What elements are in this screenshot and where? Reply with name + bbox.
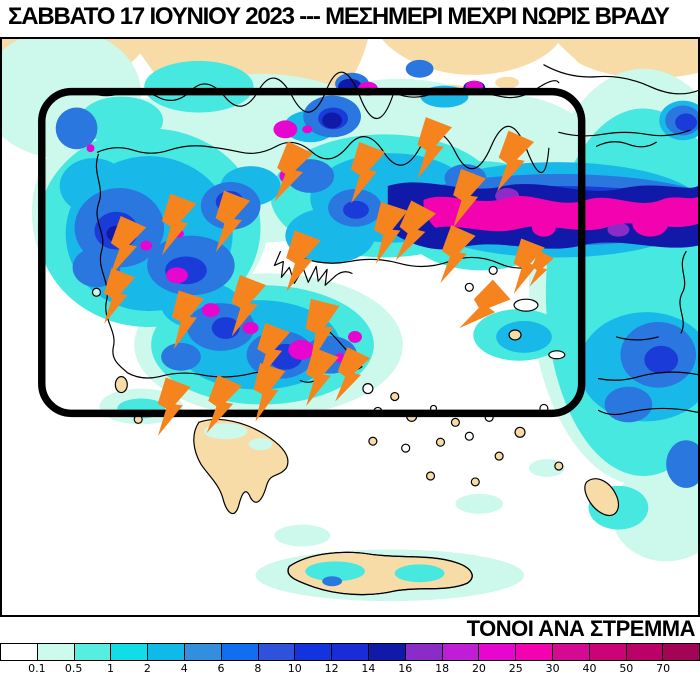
colorbar-cell: [332, 644, 369, 660]
colorbar-tick-label: 2: [143, 662, 151, 675]
colorbar-cell: [148, 644, 185, 660]
colorbar-cell: [295, 644, 333, 660]
colorbar-labels: 0.1 0.5 1 2 4 6 8 10 12 14 16 18 20 25 30 40 50 70: [0, 662, 700, 678]
colorbar-tick-label: 14: [361, 662, 376, 675]
colorbar-cell: [74, 644, 112, 660]
colorbar-tick-label: 18: [435, 662, 450, 675]
colorbar-tick-label: 4: [180, 662, 188, 675]
colorbar-tick-label: 0.5: [64, 662, 83, 675]
colorbar-tick-label: 12: [324, 662, 339, 675]
colorbar-tick-label: 30: [545, 662, 560, 675]
colorbar-cell: [516, 644, 553, 660]
colorbar-tick-label: 0.1: [28, 662, 46, 675]
colorbar-tick-label: 6: [217, 662, 225, 675]
colorbar-cell: [479, 644, 517, 660]
colorbar-tick-label: 16: [398, 662, 413, 675]
colorbar-cell: [1, 644, 38, 660]
colorbar-tick-label: 50: [619, 662, 634, 675]
colorbar-tick-label: 1: [107, 662, 115, 675]
colorbar-cell: [626, 644, 664, 660]
colorbar-cell: [258, 644, 296, 660]
precipitation-map: [0, 37, 700, 617]
map-canvas: [2, 39, 698, 602]
colorbar-cell: [37, 644, 75, 660]
colorbar-tick-label: 10: [287, 662, 302, 675]
colorbar-cell: [663, 644, 700, 660]
heavy-rain-band: [423, 195, 698, 237]
colorbar-tick-label: 8: [254, 662, 262, 675]
colorbar-tick-label: 20: [471, 662, 486, 675]
colorbar-cell: [184, 644, 222, 660]
page-title: ΣΑΒΒΑΤΟ 17 ΙΟΥΝΙΟΥ 2023 --- ΜΕΣΗΜΕΡΙ ΜΕΧ…: [8, 3, 670, 30]
colorbar-cell: [221, 644, 259, 660]
colorbar-cell: [405, 644, 443, 660]
colorbar-cell: [589, 644, 627, 660]
colorbar-cell: [368, 644, 406, 660]
legend-title: ΤΟΝΟΙ ΑΝΑ ΣΤΡΕΜΜΑ: [466, 616, 696, 641]
storm-area-box: [38, 87, 586, 418]
colorbar: [0, 643, 700, 661]
colorbar-cell: [442, 644, 480, 660]
colorbar-tick-label: 25: [508, 662, 523, 675]
colorbar-cell: [111, 644, 149, 660]
colorbar-tick-label: 70: [656, 662, 671, 675]
colorbar-cell: [552, 644, 590, 660]
colorbar-tick-label: 40: [582, 662, 597, 675]
islands-layer: [91, 265, 620, 596]
